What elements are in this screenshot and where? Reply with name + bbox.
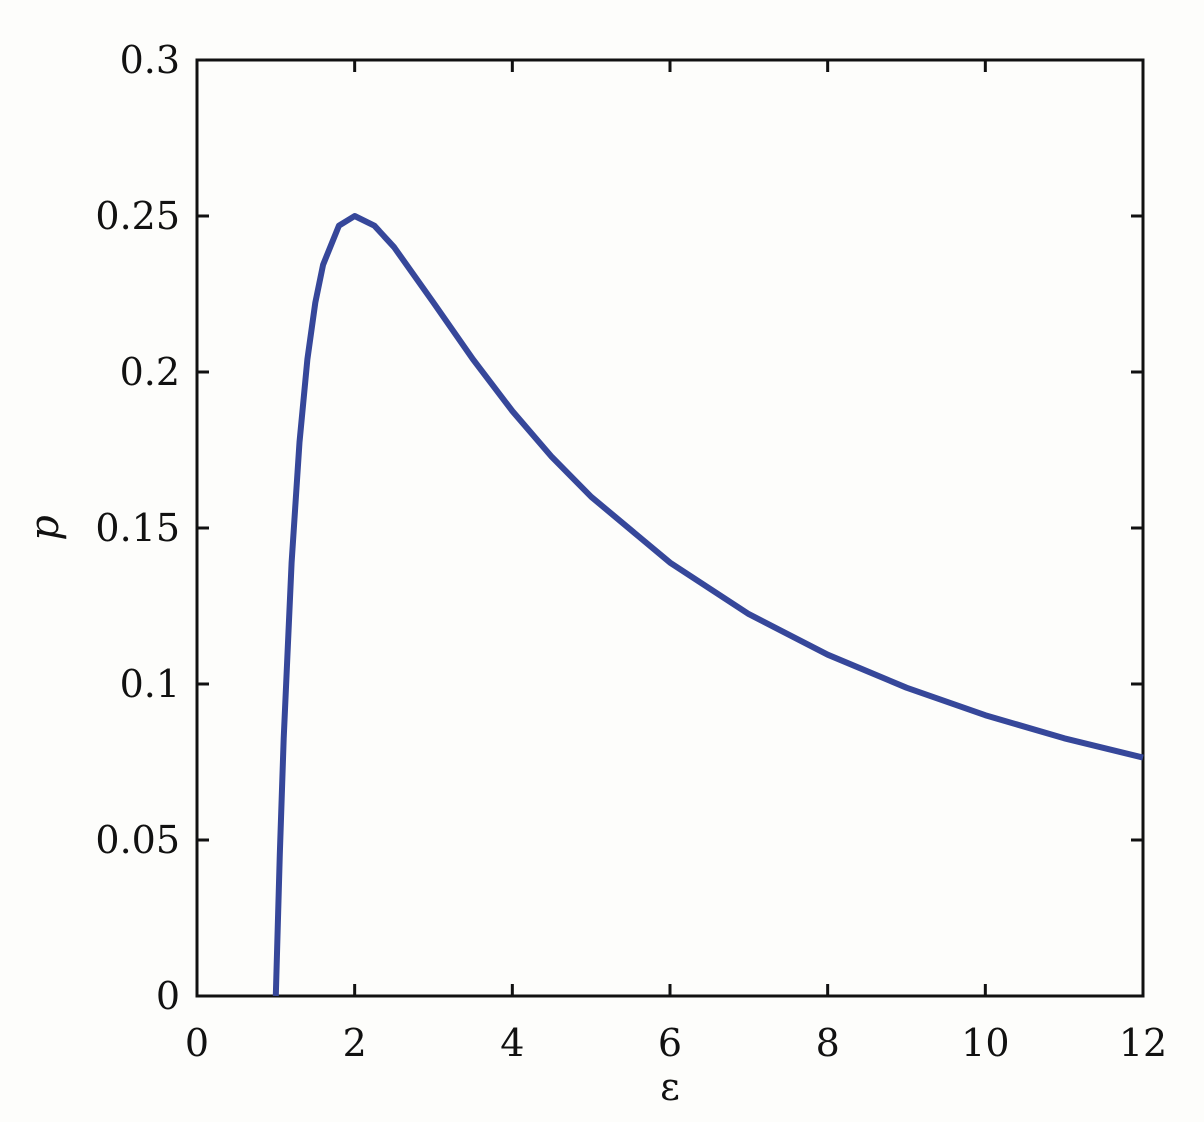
x-tick-label: 8 (816, 1021, 840, 1065)
y-tick-label: 0.25 (95, 194, 180, 238)
y-tick-label: 0.1 (120, 662, 180, 706)
plot-frame (195, 58, 1145, 998)
y-axis-label: p (22, 515, 68, 541)
y-tick-label: 0.15 (95, 506, 180, 550)
x-tick-label: 4 (500, 1021, 524, 1065)
x-tick-label: 10 (961, 1021, 1009, 1065)
x-tick-label: 6 (658, 1021, 682, 1065)
x-axis-label: ε (660, 1065, 680, 1109)
x-tick-label: 2 (343, 1021, 367, 1065)
series-line (272, 213, 1144, 997)
y-tick-label: 0.2 (120, 350, 180, 394)
y-tick-label: 0 (156, 974, 180, 1018)
y-tick-label: 0.3 (120, 38, 180, 82)
x-tick-label: 0 (185, 1021, 209, 1065)
y-tick-label: 0.05 (95, 818, 180, 862)
x-tick-label: 12 (1119, 1021, 1167, 1065)
